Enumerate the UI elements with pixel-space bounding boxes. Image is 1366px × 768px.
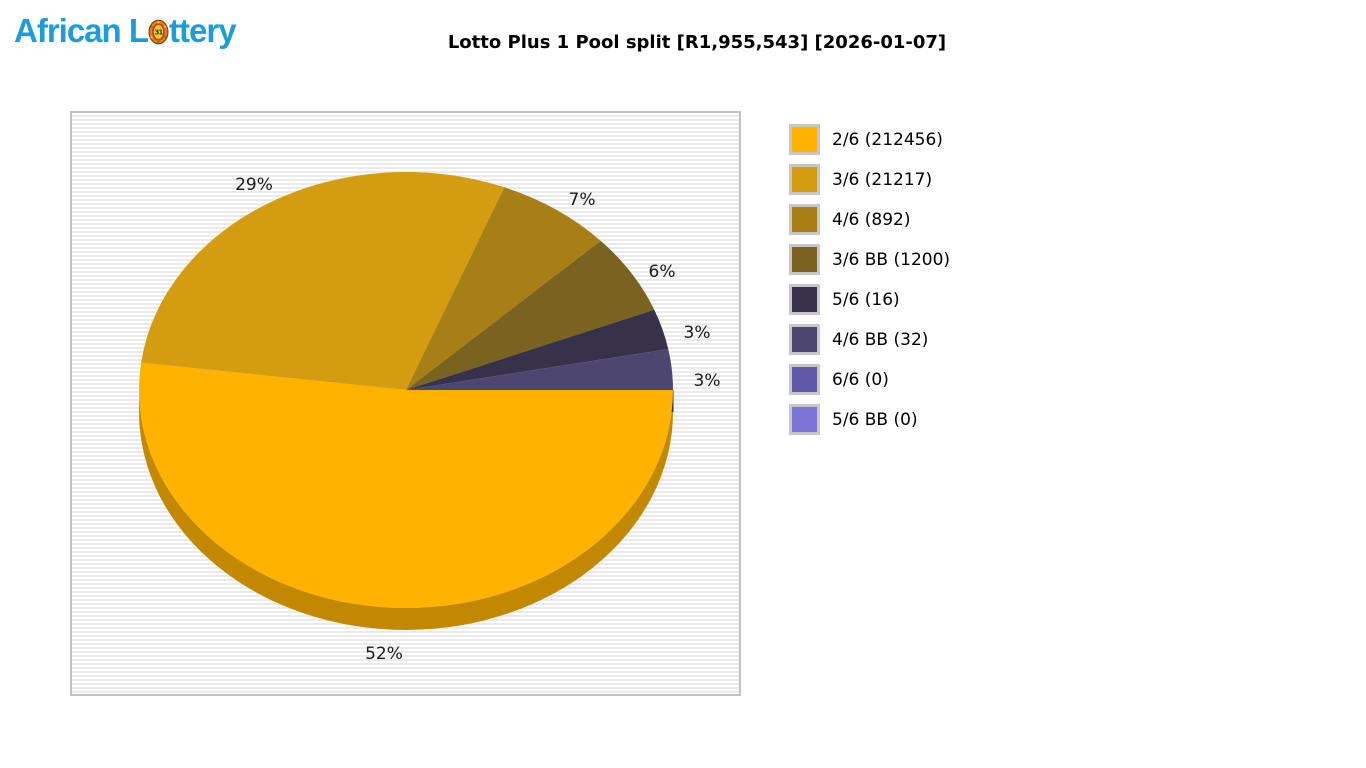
legend-swatch [789, 324, 820, 355]
legend-label: 4/6 (892) [832, 209, 911, 230]
legend-swatch [789, 164, 820, 195]
pie-percent-label: 7% [569, 190, 596, 210]
page-title: Lotto Plus 1 Pool split [R1,955,543] [20… [447, 32, 947, 53]
legend-swatch [789, 204, 820, 235]
legend-item: 3/6 (21217) [789, 164, 950, 195]
svg-text:31: 31 [155, 28, 164, 37]
chart-panel: 52% 29% 7% 6% 3% 3% [70, 111, 741, 696]
logo-text-suffix: ttery [169, 12, 237, 49]
legend-swatch [789, 404, 820, 435]
pie-slice-3-6-bb [406, 240, 655, 390]
pie-slice-4-6 [406, 187, 601, 390]
legend-item: 5/6 (16) [789, 284, 950, 315]
legend-item: 3/6 BB (1200) [789, 244, 950, 275]
legend-label: 3/6 BB (1200) [832, 249, 951, 270]
legend-swatch [789, 364, 820, 395]
legend-label: 3/6 (21217) [832, 169, 933, 190]
legend-item: 5/6 BB (0) [789, 404, 950, 435]
legend-label: 5/6 (16) [832, 289, 900, 310]
pie-slice-4-6-bb [406, 349, 673, 390]
pie-percent-label: 3% [684, 323, 711, 343]
legend-swatch [789, 284, 820, 315]
legend-swatch [789, 244, 820, 275]
lottery-ball-icon: 31 [148, 16, 169, 45]
legend-item: 4/6 BB (32) [789, 324, 950, 355]
pie-slice-3-6 [141, 171, 505, 390]
legend-swatch [789, 124, 820, 155]
pie-percent-label: 29% [235, 175, 273, 195]
pie-percent-label: 52% [365, 644, 403, 664]
pie-slice-5-6 [406, 309, 669, 390]
pie-chart: 52% 29% 7% 6% 3% 3% [139, 171, 721, 664]
legend-label: 2/6 (212456) [832, 129, 943, 150]
legend-label: 5/6 BB (0) [832, 409, 918, 430]
logo-text-prefix: African L [14, 12, 149, 49]
pie-percent-label: 3% [694, 371, 721, 391]
pie-percent-label: 6% [649, 262, 676, 282]
legend-label: 4/6 BB (32) [832, 329, 929, 350]
logo-link[interactable]: African L 31 ttery [14, 12, 237, 50]
legend-label: 6/6 (0) [832, 369, 889, 390]
chart-legend: 2/6 (212456) 3/6 (21217) 4/6 (892) 3/6 BB (… [789, 124, 950, 444]
legend-item: 6/6 (0) [789, 364, 950, 395]
pie-slice-2-6 [139, 362, 674, 608]
legend-item: 4/6 (892) [789, 204, 950, 235]
legend-item: 2/6 (212456) [789, 124, 950, 155]
